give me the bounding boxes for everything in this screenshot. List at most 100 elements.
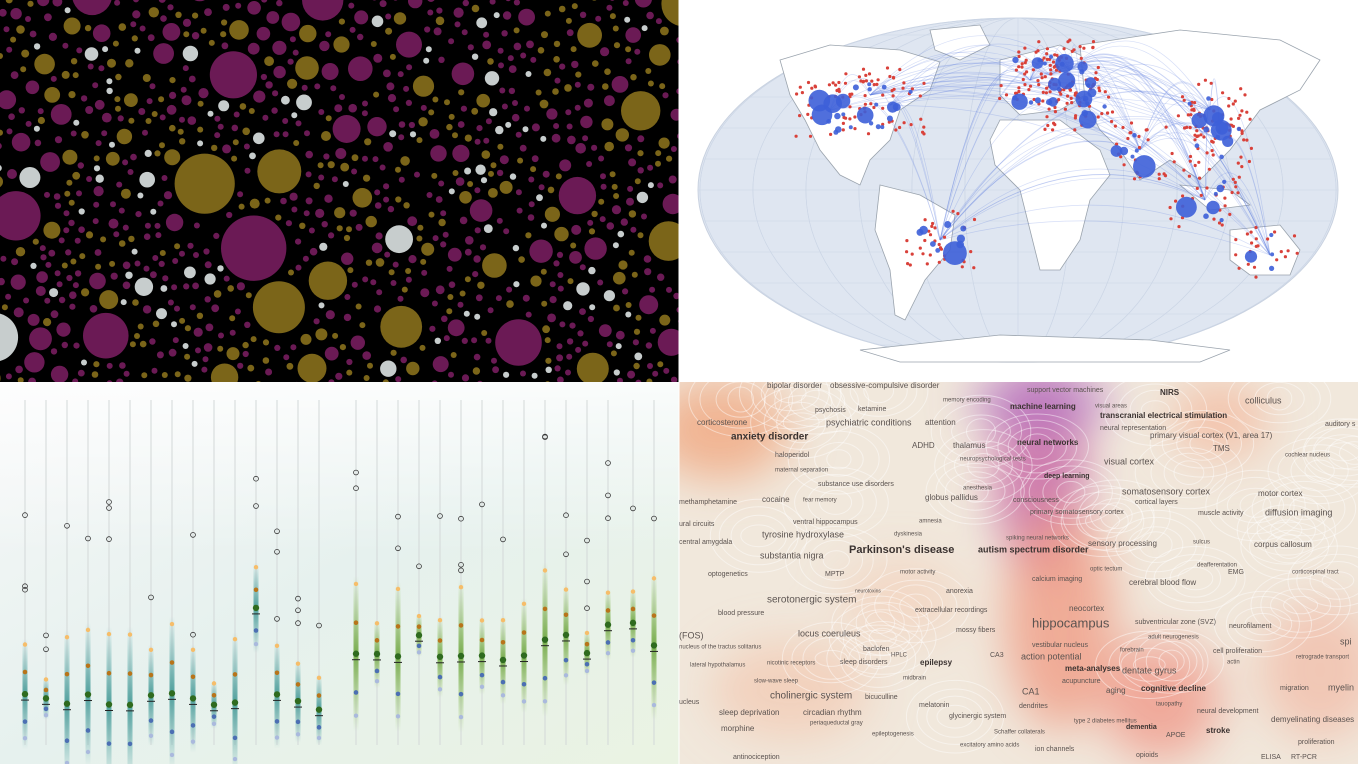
contour xyxy=(738,382,842,430)
term: corpus callosum xyxy=(1254,540,1312,549)
bubble xyxy=(231,155,238,162)
bubble xyxy=(179,116,185,123)
city-dot xyxy=(1195,129,1199,133)
contour xyxy=(848,639,908,679)
term: vestibular nucleus xyxy=(1032,642,1089,649)
bubble xyxy=(68,199,75,206)
contour xyxy=(1270,519,1303,541)
city-dot xyxy=(1254,237,1258,241)
term: ADHD xyxy=(912,441,935,450)
bubble xyxy=(299,24,317,43)
outlier xyxy=(190,532,196,538)
bubble xyxy=(324,346,339,361)
city-dot xyxy=(810,86,814,90)
city-dot xyxy=(1233,180,1237,184)
bubble xyxy=(668,175,677,184)
city-dot xyxy=(905,239,909,243)
bubble xyxy=(325,310,335,320)
bubble xyxy=(102,46,109,53)
bubble xyxy=(565,369,571,376)
bubble xyxy=(195,347,201,354)
bubble xyxy=(1,304,8,311)
bubble xyxy=(472,271,479,278)
term: locus coeruleus xyxy=(798,628,861,638)
bubble xyxy=(388,269,395,276)
contour xyxy=(1100,502,1133,530)
contour xyxy=(1312,425,1358,481)
bubble xyxy=(134,260,141,267)
hub-dot xyxy=(1206,200,1220,215)
bubble xyxy=(302,255,309,262)
hub-dot xyxy=(1203,213,1209,219)
route xyxy=(939,168,1206,241)
bubble xyxy=(144,149,152,157)
bubble xyxy=(611,183,618,190)
bubble xyxy=(502,11,512,20)
city-dot xyxy=(1266,237,1270,241)
bubble xyxy=(227,285,234,292)
bubble xyxy=(120,188,131,199)
bubble xyxy=(645,68,652,74)
city-dot xyxy=(1210,97,1214,102)
bubble xyxy=(275,214,282,221)
bubble xyxy=(174,305,180,312)
bubble xyxy=(615,343,622,350)
quantile-dot xyxy=(127,671,133,676)
bubble xyxy=(506,300,514,308)
city-dot xyxy=(930,224,934,228)
bubble xyxy=(414,171,420,178)
city-dot xyxy=(841,128,845,132)
bubble xyxy=(232,139,239,146)
quantile-dot xyxy=(316,693,322,698)
bubble xyxy=(587,83,595,91)
bubble xyxy=(547,186,555,194)
contour xyxy=(865,611,896,634)
city-dot xyxy=(1115,142,1119,146)
route xyxy=(939,204,1271,256)
bubble xyxy=(595,15,602,22)
bubble xyxy=(362,351,372,360)
bubble xyxy=(113,231,120,238)
city-dot xyxy=(937,242,941,247)
term: aging xyxy=(1106,686,1126,695)
bubble xyxy=(10,71,19,79)
contour xyxy=(718,506,799,566)
bubble xyxy=(440,210,447,217)
term: bicuculline xyxy=(865,694,898,701)
city-dot xyxy=(1245,138,1249,142)
contour xyxy=(831,589,930,657)
bubble xyxy=(403,85,410,92)
bubble xyxy=(566,353,573,360)
median-dot xyxy=(210,701,218,708)
hub-dot xyxy=(852,84,859,91)
bubble xyxy=(0,8,7,17)
city-dot xyxy=(808,134,813,138)
bubble xyxy=(634,48,641,55)
term: HPLC xyxy=(891,653,908,659)
bubble xyxy=(586,161,593,167)
hub-dot xyxy=(1270,252,1275,257)
city-dot xyxy=(909,123,913,127)
bubble xyxy=(362,100,368,107)
bubble xyxy=(400,156,410,166)
hub-dot xyxy=(1216,184,1225,193)
hub-dot xyxy=(916,228,924,236)
bubble xyxy=(226,211,233,219)
bubble xyxy=(120,299,127,306)
city-dot xyxy=(837,80,841,85)
city-dot xyxy=(844,72,848,76)
hub-dot xyxy=(1130,154,1135,159)
contour xyxy=(1176,426,1228,461)
bubble xyxy=(570,242,577,249)
bubble xyxy=(78,226,85,233)
bubble xyxy=(408,0,423,9)
bubble xyxy=(64,190,71,197)
bubble xyxy=(556,251,564,258)
route xyxy=(1139,121,1206,201)
contour xyxy=(1076,503,1129,539)
city-dot xyxy=(1079,56,1083,61)
bubble xyxy=(559,159,572,172)
bubble xyxy=(272,90,279,97)
bubble xyxy=(187,242,194,249)
bubble xyxy=(318,174,325,181)
